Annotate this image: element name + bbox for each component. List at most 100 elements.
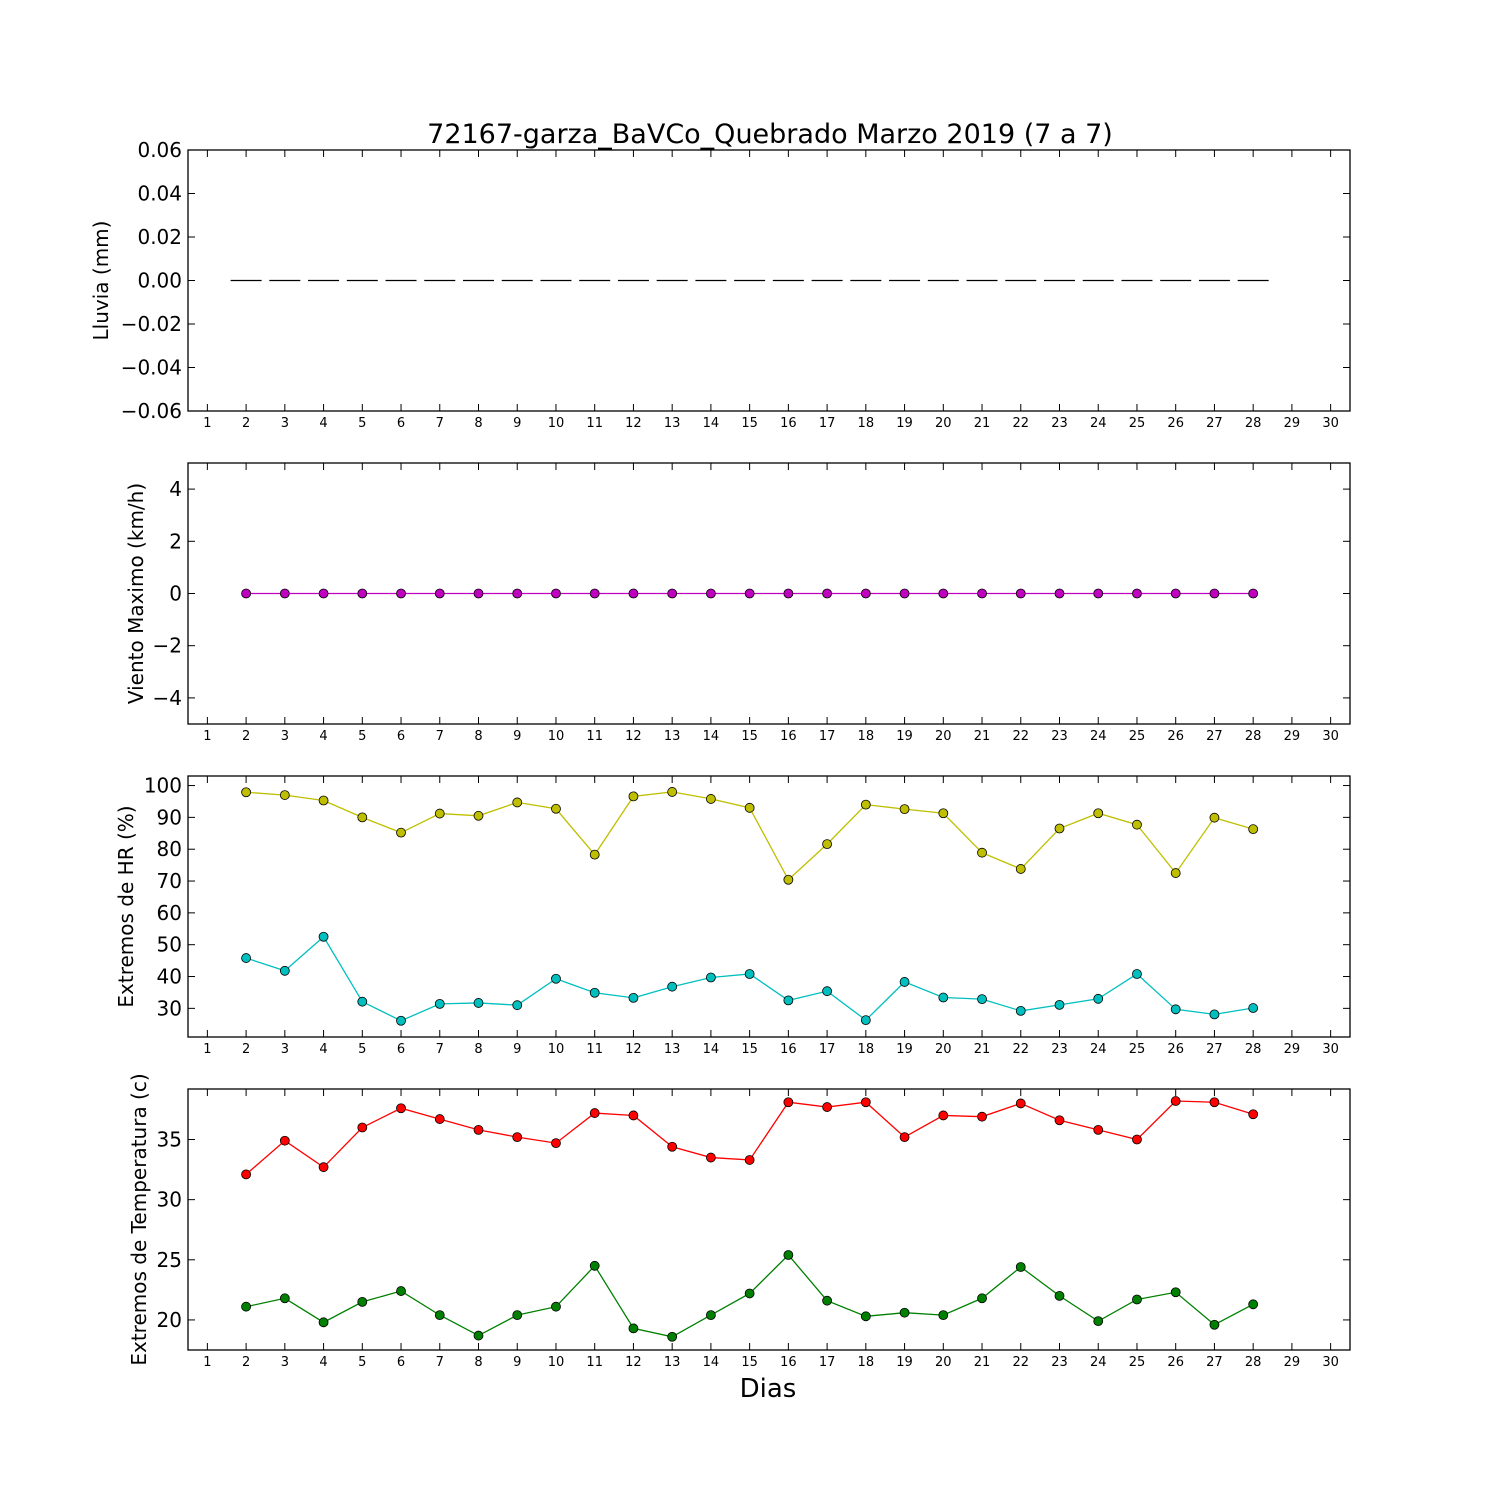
temperature-series-2-point xyxy=(241,1301,252,1312)
temperature-ytick-label: 35 xyxy=(157,1128,182,1152)
humidity-series-2-point xyxy=(667,981,678,992)
rain-xtick-label: 3 xyxy=(281,416,289,431)
humidity-xtick-label: 20 xyxy=(935,1042,952,1057)
temperature-series-1-point xyxy=(860,1097,871,1108)
temperature-series-2-point xyxy=(706,1310,716,1321)
temperature-series-1-point xyxy=(318,1162,329,1173)
wind-xtick-label: 25 xyxy=(1129,729,1146,744)
wind-series-1-point xyxy=(1248,588,1259,599)
temperature-series-1-point xyxy=(1170,1096,1181,1106)
wind-xtick-label: 30 xyxy=(1322,729,1339,744)
rain-xtick-label: 14 xyxy=(703,416,720,431)
wind-xtick-label: 24 xyxy=(1090,729,1107,744)
humidity-series-1-point xyxy=(938,808,949,819)
humidity-series-1-point xyxy=(279,790,290,800)
rain-xtick-label: 30 xyxy=(1322,416,1339,431)
temperature-series-1-point xyxy=(977,1111,987,1122)
humidity-xtick-label: 16 xyxy=(780,1042,797,1057)
humidity-series-1-point xyxy=(744,802,755,813)
humidity-series-2-point xyxy=(628,992,639,1003)
temperature-xtick-label: 8 xyxy=(474,1355,482,1370)
temperature-xtick-label: 28 xyxy=(1245,1355,1262,1370)
humidity-xtick-label: 6 xyxy=(397,1042,405,1057)
rain-xtick-label: 1 xyxy=(203,416,211,431)
humidity-series-1-point xyxy=(473,810,484,821)
temperature-series-1-point xyxy=(783,1097,794,1108)
wind-xtick-label: 22 xyxy=(1012,729,1029,744)
temperature-series-2-point xyxy=(1015,1262,1026,1272)
x-axis-label: Dias xyxy=(740,1374,797,1404)
temperature-series-1-point xyxy=(512,1132,523,1143)
humidity-ytick-label: 40 xyxy=(157,965,182,989)
wind-series-1-point xyxy=(977,588,987,599)
temperature-series-2-point xyxy=(473,1330,484,1341)
humidity-series-2-point xyxy=(1054,999,1065,1010)
wind-series-1-point xyxy=(396,588,406,599)
rain-xtick-label: 28 xyxy=(1245,416,1262,431)
rain-xtick-label: 29 xyxy=(1284,416,1301,431)
humidity-xtick-label: 11 xyxy=(586,1042,603,1057)
humidity-series-1-point xyxy=(1209,812,1220,823)
temperature-xtick-label: 21 xyxy=(974,1355,991,1370)
temperature-series-2-point xyxy=(1209,1319,1220,1330)
humidity-series-1-point xyxy=(783,874,794,885)
humidity-series-1-point xyxy=(822,839,832,850)
humidity-xtick-label: 28 xyxy=(1245,1042,1262,1057)
wind-series-1-point xyxy=(1015,588,1026,599)
humidity-series-1-point xyxy=(551,803,561,814)
humidity-series-1-point xyxy=(318,795,329,806)
humidity-ytick-label: 100 xyxy=(144,774,182,798)
wind-ytick-label: 4 xyxy=(169,477,182,501)
temperature-series-2-point xyxy=(551,1301,561,1312)
rain-ytick-label: −0.02 xyxy=(121,312,182,336)
humidity-series-2-point xyxy=(589,987,600,998)
wind-series-1-point xyxy=(279,588,290,599)
humidity-y-axis-label: Extremos de HR (%) xyxy=(114,805,138,1007)
humidity-series-2-point xyxy=(1093,993,1104,1004)
humidity-xtick-label: 14 xyxy=(703,1042,720,1057)
humidity-series-1-point xyxy=(1054,823,1065,834)
humidity-xtick-label: 1 xyxy=(203,1042,211,1057)
temperature-series-1-point xyxy=(628,1110,639,1121)
temperature-series-1-point xyxy=(822,1102,832,1112)
wind-xtick-label: 13 xyxy=(664,729,681,744)
temperature-series-2-point xyxy=(628,1323,639,1334)
humidity-xtick-label: 19 xyxy=(896,1042,913,1057)
temperature-series-1-point xyxy=(589,1108,600,1118)
temperature-xtick-label: 1 xyxy=(203,1355,211,1370)
humidity-series-2-point xyxy=(1248,1003,1259,1013)
humidity-series-1-point xyxy=(1170,868,1181,878)
wind-series-1-point xyxy=(899,588,910,599)
humidity-xtick-label: 17 xyxy=(819,1042,836,1057)
humidity-ytick-label: 50 xyxy=(157,933,182,957)
humidity-series-1-point xyxy=(589,849,600,860)
humidity-xtick-label: 22 xyxy=(1012,1042,1029,1057)
wind-series-1-point xyxy=(667,588,678,599)
humidity-series-2-point xyxy=(706,972,716,983)
wind-xtick-label: 7 xyxy=(436,729,444,744)
rain-xtick-label: 12 xyxy=(625,416,642,431)
temperature-series-1-point xyxy=(667,1141,678,1152)
humidity-series-2-point xyxy=(783,995,794,1006)
wind-xtick-label: 21 xyxy=(974,729,991,744)
rain-xtick-label: 16 xyxy=(780,416,797,431)
temperature-series-2-point xyxy=(977,1293,987,1304)
rain-xtick-label: 9 xyxy=(513,416,521,431)
humidity-ytick-label: 30 xyxy=(157,996,182,1020)
wind-ytick-label: −4 xyxy=(153,686,182,710)
humidity-ytick-label: 80 xyxy=(157,837,182,861)
humidity-series-1-point xyxy=(434,808,445,819)
humidity-series-2-point xyxy=(1132,969,1142,979)
temperature-xtick-label: 13 xyxy=(664,1355,681,1370)
wind-xtick-label: 6 xyxy=(397,729,405,744)
temperature-series-1-point xyxy=(1015,1098,1026,1109)
temperature-series-1-point xyxy=(279,1135,290,1146)
rain-xtick-label: 17 xyxy=(819,416,836,431)
humidity-series-1-point xyxy=(1015,864,1026,874)
wind-y-axis-label: Viento Maximo (km/h) xyxy=(124,483,148,704)
humidity-xtick-label: 13 xyxy=(664,1042,681,1057)
temperature-series-1-point xyxy=(357,1122,368,1133)
temperature-xtick-label: 30 xyxy=(1322,1355,1339,1370)
wind-xtick-label: 14 xyxy=(703,729,720,744)
humidity-series-1-point xyxy=(628,791,639,802)
